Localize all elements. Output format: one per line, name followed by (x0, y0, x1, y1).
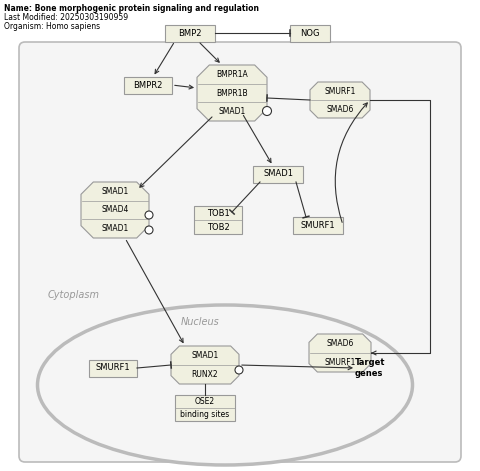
Polygon shape (310, 82, 370, 118)
Text: Name: Bone morphogenic protein signaling and regulation: Name: Bone morphogenic protein signaling… (4, 4, 259, 13)
Bar (175, 395, 235, 421)
Polygon shape (81, 182, 149, 238)
Text: SMAD1: SMAD1 (101, 224, 129, 233)
Text: SMAD4: SMAD4 (101, 205, 129, 214)
Text: SMAD1: SMAD1 (263, 170, 293, 179)
Bar (253, 165, 303, 182)
Ellipse shape (40, 308, 410, 463)
Text: Target
genes: Target genes (355, 358, 385, 378)
Text: SMURF1: SMURF1 (96, 364, 130, 373)
Text: BMP2: BMP2 (178, 29, 202, 38)
Polygon shape (197, 65, 267, 121)
Circle shape (145, 226, 153, 234)
Text: SMAD1: SMAD1 (218, 107, 246, 116)
Text: RUNX2: RUNX2 (192, 370, 218, 379)
Bar (290, 24, 330, 41)
Circle shape (145, 211, 153, 219)
Bar (293, 217, 343, 234)
Text: OSE2: OSE2 (195, 397, 215, 406)
Text: SMURF1: SMURF1 (324, 358, 356, 367)
Text: TOB1: TOB1 (206, 209, 229, 218)
Text: SMAD1: SMAD1 (192, 351, 218, 360)
Polygon shape (309, 334, 371, 372)
Text: Cytoplasm: Cytoplasm (48, 290, 100, 300)
Polygon shape (171, 346, 239, 384)
Bar (89, 359, 137, 376)
Text: BMPR1B: BMPR1B (216, 89, 248, 97)
Text: binding sites: binding sites (180, 410, 229, 419)
Text: SMURF1: SMURF1 (324, 87, 356, 96)
Text: Last Modified: 20250303190959: Last Modified: 20250303190959 (4, 13, 128, 22)
Text: BMPR2: BMPR2 (133, 81, 163, 89)
Circle shape (235, 366, 243, 374)
Text: SMAD6: SMAD6 (326, 339, 354, 348)
Text: SMURF1: SMURF1 (300, 220, 336, 229)
FancyBboxPatch shape (19, 42, 461, 462)
Text: BMPR1A: BMPR1A (216, 70, 248, 79)
Text: Organism: Homo sapiens: Organism: Homo sapiens (4, 22, 100, 31)
Bar (194, 206, 242, 234)
Text: TOB2: TOB2 (206, 222, 229, 232)
Ellipse shape (37, 305, 412, 465)
Text: SMAD1: SMAD1 (101, 187, 129, 196)
Circle shape (263, 106, 272, 115)
Text: Nucleus: Nucleus (180, 317, 219, 327)
Text: NOG: NOG (300, 29, 320, 38)
Bar (124, 76, 172, 94)
Bar (165, 24, 215, 41)
Text: SMAD6: SMAD6 (326, 105, 354, 114)
